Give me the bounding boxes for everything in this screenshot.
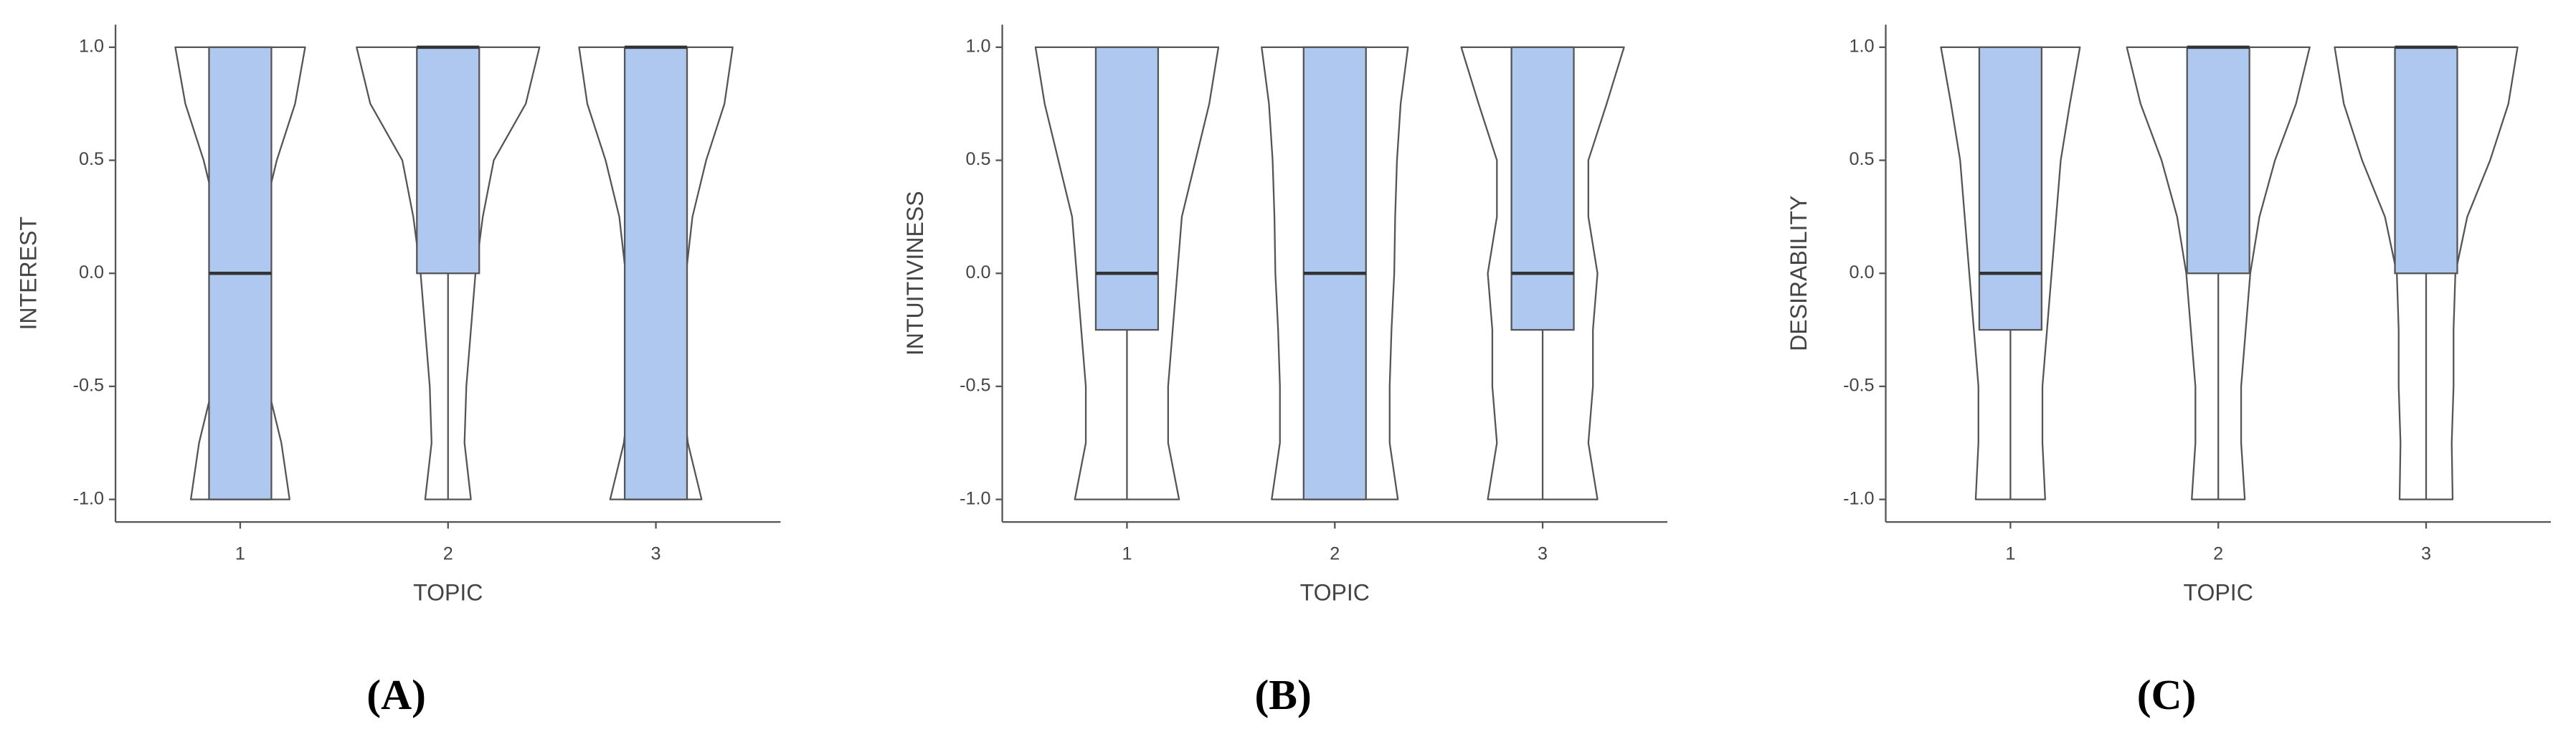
violin [1940,46,2081,500]
y-tick-label: -0.5 [73,376,104,396]
box [2186,46,2250,275]
panel: -1.0 -0.5 0.0 0.5 1.0 INTUITIVINESS TOPIC (B) 1 2… [902,24,1667,718]
y-axis-title: INTEREST [15,217,41,330]
y-tick-label: 1.0 [966,37,991,57]
violin [356,46,541,500]
box [2394,46,2458,275]
y-axis-title: INTUITIVINESS [902,191,928,356]
x-tick-label: 2 [2213,544,2223,564]
violin [1460,46,1625,500]
box [1510,46,1575,331]
box [1978,46,2042,331]
y-tick-label: 0.5 [79,149,104,169]
x-axis-title: TOPIC [1300,579,1370,605]
panel-label: (A) [366,671,426,718]
panel: -1.0 -0.5 0.0 0.5 1.0 INTEREST TOPIC (A) 1 2 3 [15,24,781,718]
x-tick-label: 1 [1122,544,1132,564]
y-tick-label: 1.0 [1849,37,1874,57]
panel-label: (B) [1254,671,1311,718]
box [623,46,688,500]
violin [1261,46,1409,500]
y-tick-label: -1.0 [73,488,104,508]
box [1094,46,1160,331]
x-axis-title: TOPIC [2184,579,2253,605]
y-tick-label: -0.5 [960,376,990,396]
y-axis-title: DESIRABILITY [1786,196,1812,351]
x-tick-label: 3 [2421,544,2431,564]
y-tick-label: 0.0 [966,262,991,282]
y-tick-label: 1.0 [79,37,104,57]
x-tick-label: 2 [1330,544,1340,564]
x-tick-label: 1 [2005,544,2015,564]
x-tick-label: 1 [235,544,245,564]
panel-label: (C) [2137,671,2197,718]
panel: -1.0 -0.5 0.0 0.5 1.0 DESIRABILITY TOPIC (C) 1 2 3 [1786,24,2551,718]
y-tick-label: -0.5 [1843,376,1874,396]
violin [2126,46,2311,500]
x-tick-label: 3 [1538,544,1548,564]
y-tick-label: -1.0 [1843,488,1874,508]
violin [1034,46,1220,500]
y-tick-label: 0.0 [79,262,104,282]
x-tick-label: 3 [651,544,661,564]
x-axis-title: TOPIC [413,579,483,605]
box [416,46,480,275]
y-tick-label: 0.0 [1849,262,1874,282]
y-tick-label: 0.5 [966,149,991,169]
y-tick-label: -1.0 [960,488,990,508]
x-tick-label: 2 [443,544,453,564]
violin [2334,46,2519,500]
y-tick-label: 0.5 [1849,149,1874,169]
